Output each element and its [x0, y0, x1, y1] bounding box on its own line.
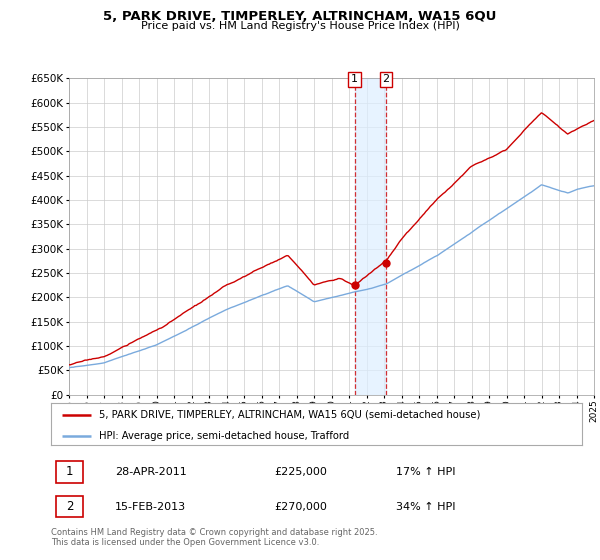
Text: 5, PARK DRIVE, TIMPERLEY, ALTRINCHAM, WA15 6QU (semi-detached house): 5, PARK DRIVE, TIMPERLEY, ALTRINCHAM, WA… [99, 409, 480, 419]
FancyBboxPatch shape [56, 496, 83, 517]
Text: Contains HM Land Registry data © Crown copyright and database right 2025.
This d: Contains HM Land Registry data © Crown c… [51, 528, 377, 547]
Bar [355, 78, 386, 395]
Text: 5, PARK DRIVE, TIMPERLEY, ALTRINCHAM, WA15 6QU: 5, PARK DRIVE, TIMPERLEY, ALTRINCHAM, WA… [103, 10, 497, 23]
Text: £225,000: £225,000 [274, 467, 327, 477]
Text: £270,000: £270,000 [274, 502, 327, 511]
Text: 2: 2 [383, 74, 389, 85]
Text: 28-APR-2011: 28-APR-2011 [115, 467, 187, 477]
FancyBboxPatch shape [56, 461, 83, 483]
Text: 34% ↑ HPI: 34% ↑ HPI [396, 502, 455, 511]
Text: 15-FEB-2013: 15-FEB-2013 [115, 502, 186, 511]
Text: HPI: Average price, semi-detached house, Trafford: HPI: Average price, semi-detached house,… [99, 431, 349, 441]
Text: 1: 1 [351, 74, 358, 85]
Text: 1: 1 [66, 465, 73, 478]
Text: Price paid vs. HM Land Registry's House Price Index (HPI): Price paid vs. HM Land Registry's House … [140, 21, 460, 31]
Text: 17% ↑ HPI: 17% ↑ HPI [396, 467, 455, 477]
Text: 2: 2 [66, 500, 73, 513]
